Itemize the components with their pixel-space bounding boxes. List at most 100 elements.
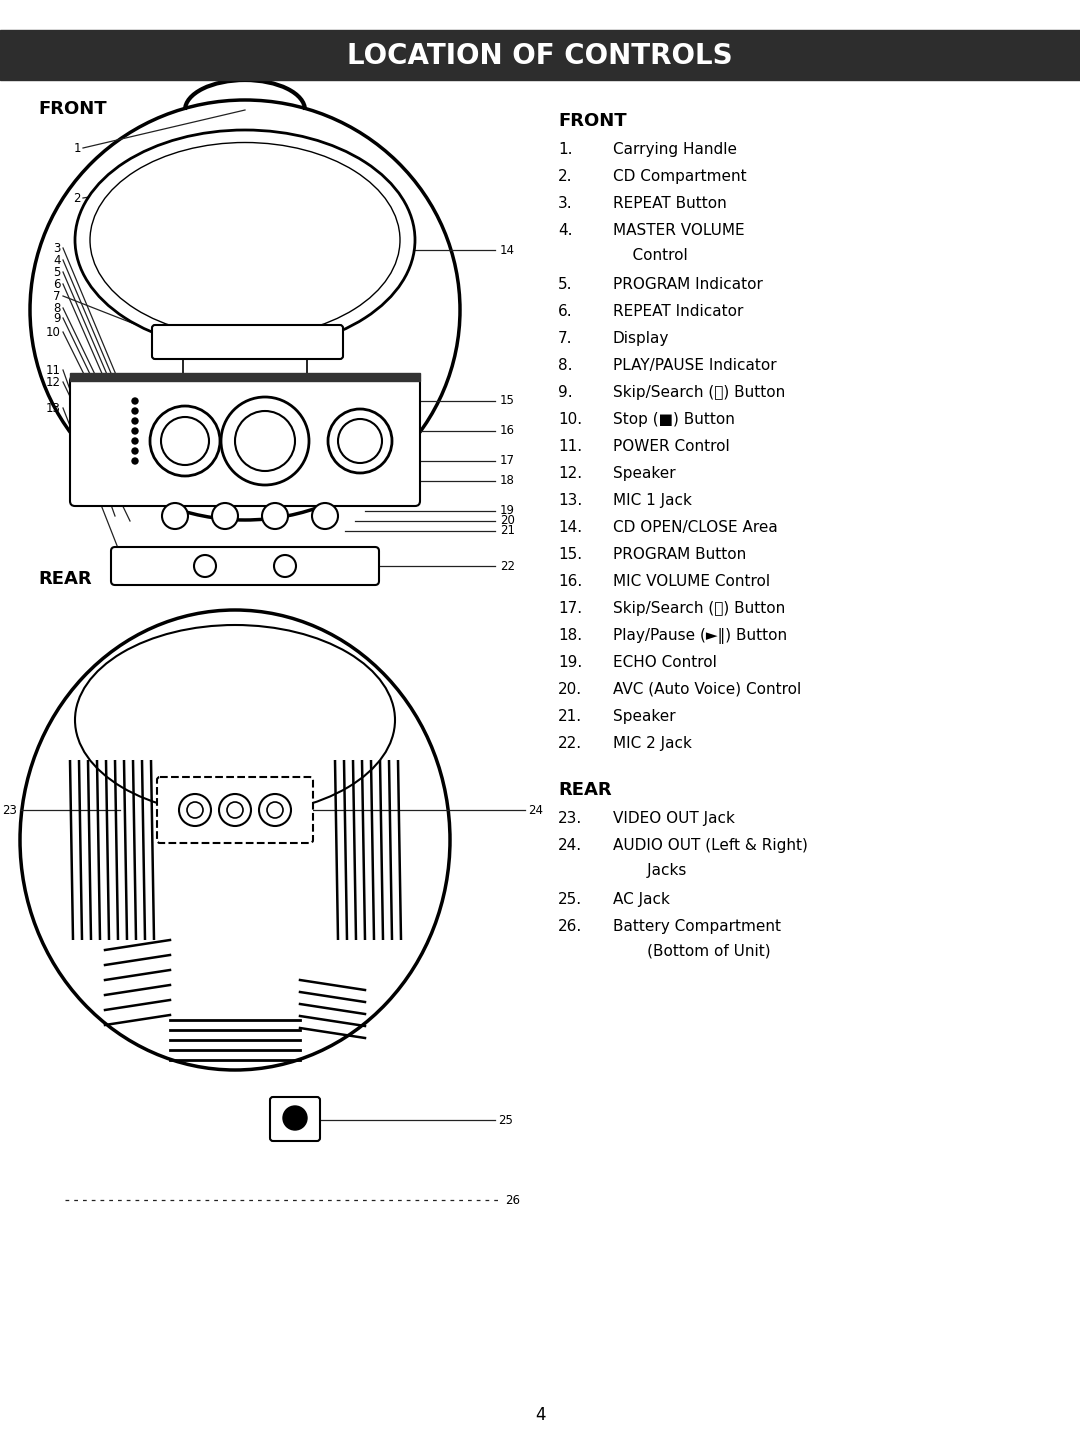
- Text: PLAY/PAUSE Indicator: PLAY/PAUSE Indicator: [613, 359, 777, 373]
- Circle shape: [312, 503, 338, 528]
- Text: 6.: 6.: [558, 304, 572, 320]
- Text: Skip/Search (⏭) Button: Skip/Search (⏭) Button: [613, 600, 785, 616]
- Circle shape: [235, 410, 295, 471]
- Text: 16.: 16.: [558, 575, 582, 589]
- Text: (Bottom of Unit): (Bottom of Unit): [613, 945, 771, 959]
- FancyBboxPatch shape: [157, 778, 313, 842]
- Circle shape: [194, 554, 216, 577]
- Text: Control: Control: [613, 248, 688, 264]
- Text: REPEAT Indicator: REPEAT Indicator: [613, 304, 743, 320]
- Bar: [0, 30, 1080, 81]
- Text: 21: 21: [500, 524, 515, 537]
- Text: Jacks: Jacks: [613, 863, 687, 878]
- Text: 10: 10: [46, 325, 60, 338]
- Circle shape: [132, 458, 138, 464]
- Circle shape: [132, 408, 138, 415]
- Text: POWER Control: POWER Control: [613, 439, 730, 454]
- Text: 11.: 11.: [558, 439, 582, 454]
- Circle shape: [132, 418, 138, 423]
- Text: ECHO Control: ECHO Control: [613, 655, 717, 670]
- Text: 15: 15: [500, 395, 515, 408]
- FancyBboxPatch shape: [70, 376, 420, 505]
- Text: 7.: 7.: [558, 331, 572, 346]
- Text: 14: 14: [500, 243, 515, 256]
- Text: 18: 18: [500, 475, 515, 488]
- Circle shape: [259, 793, 291, 827]
- Text: AC Jack: AC Jack: [613, 891, 670, 907]
- Text: MIC 2 Jack: MIC 2 Jack: [613, 736, 692, 752]
- Text: 2: 2: [73, 192, 81, 204]
- Text: PROGRAM Indicator: PROGRAM Indicator: [613, 276, 762, 292]
- Circle shape: [219, 793, 251, 827]
- Text: 13.: 13.: [558, 492, 582, 508]
- Circle shape: [161, 418, 210, 465]
- Circle shape: [338, 419, 382, 464]
- Text: 17: 17: [500, 455, 515, 468]
- Text: 5: 5: [54, 265, 60, 278]
- Circle shape: [283, 1106, 307, 1130]
- Text: 1.: 1.: [558, 143, 572, 157]
- Text: 17.: 17.: [558, 600, 582, 616]
- Text: 8.: 8.: [558, 359, 572, 373]
- Text: Battery Compartment: Battery Compartment: [613, 919, 781, 935]
- Text: 1: 1: [73, 141, 81, 154]
- Text: 4: 4: [54, 253, 60, 266]
- Text: CD Compartment: CD Compartment: [613, 168, 746, 184]
- Circle shape: [150, 406, 220, 477]
- Ellipse shape: [30, 99, 460, 520]
- Text: REAR: REAR: [558, 780, 611, 799]
- Text: 2.: 2.: [558, 168, 572, 184]
- Text: CD OPEN/CLOSE Area: CD OPEN/CLOSE Area: [613, 520, 778, 536]
- Circle shape: [262, 503, 288, 528]
- FancyBboxPatch shape: [270, 1097, 320, 1140]
- Circle shape: [267, 802, 283, 818]
- Text: MIC VOLUME Control: MIC VOLUME Control: [613, 575, 770, 589]
- Circle shape: [132, 438, 138, 444]
- Text: 24.: 24.: [558, 838, 582, 852]
- Text: MIC 1 Jack: MIC 1 Jack: [613, 492, 692, 508]
- Text: 12.: 12.: [558, 467, 582, 481]
- Circle shape: [187, 802, 203, 818]
- Text: 9: 9: [54, 311, 60, 324]
- Text: VIDEO OUT Jack: VIDEO OUT Jack: [613, 811, 734, 827]
- Text: 4.: 4.: [558, 223, 572, 238]
- Text: PROGRAM Button: PROGRAM Button: [613, 547, 746, 562]
- Text: FRONT: FRONT: [38, 99, 107, 118]
- Text: 6: 6: [54, 278, 60, 291]
- Text: 23.: 23.: [558, 811, 582, 827]
- Text: 13: 13: [46, 402, 60, 415]
- Text: FRONT: FRONT: [558, 112, 626, 130]
- Text: 14.: 14.: [558, 520, 582, 536]
- Ellipse shape: [75, 130, 415, 350]
- Text: Display: Display: [613, 331, 670, 346]
- Text: 24: 24: [528, 804, 543, 816]
- Text: Speaker: Speaker: [613, 708, 676, 724]
- Text: Play/Pause (►‖) Button: Play/Pause (►‖) Button: [613, 628, 787, 644]
- Text: 7: 7: [54, 289, 60, 302]
- Text: REAR: REAR: [38, 570, 92, 588]
- Circle shape: [132, 448, 138, 454]
- Text: 4: 4: [535, 1405, 545, 1424]
- Text: Skip/Search (⏮) Button: Skip/Search (⏮) Button: [613, 384, 785, 400]
- Text: 8: 8: [54, 301, 60, 314]
- Text: LOCATION OF CONTROLS: LOCATION OF CONTROLS: [347, 42, 733, 71]
- FancyBboxPatch shape: [111, 547, 379, 585]
- Ellipse shape: [21, 611, 450, 1070]
- Text: 16: 16: [500, 425, 515, 438]
- Text: 26: 26: [505, 1194, 519, 1207]
- Circle shape: [212, 503, 238, 528]
- Text: 25.: 25.: [558, 891, 582, 907]
- Circle shape: [328, 409, 392, 472]
- Circle shape: [221, 397, 309, 485]
- Text: 19: 19: [500, 504, 515, 517]
- Text: 11: 11: [46, 363, 60, 376]
- Text: Stop (■) Button: Stop (■) Button: [613, 412, 734, 428]
- Text: 22: 22: [500, 560, 515, 573]
- Text: 25: 25: [498, 1113, 513, 1126]
- Text: AUDIO OUT (Left & Right): AUDIO OUT (Left & Right): [613, 838, 808, 852]
- Text: 10.: 10.: [558, 412, 582, 428]
- Text: 3: 3: [54, 242, 60, 255]
- Text: 5.: 5.: [558, 276, 572, 292]
- Circle shape: [162, 503, 188, 528]
- Text: 20.: 20.: [558, 683, 582, 697]
